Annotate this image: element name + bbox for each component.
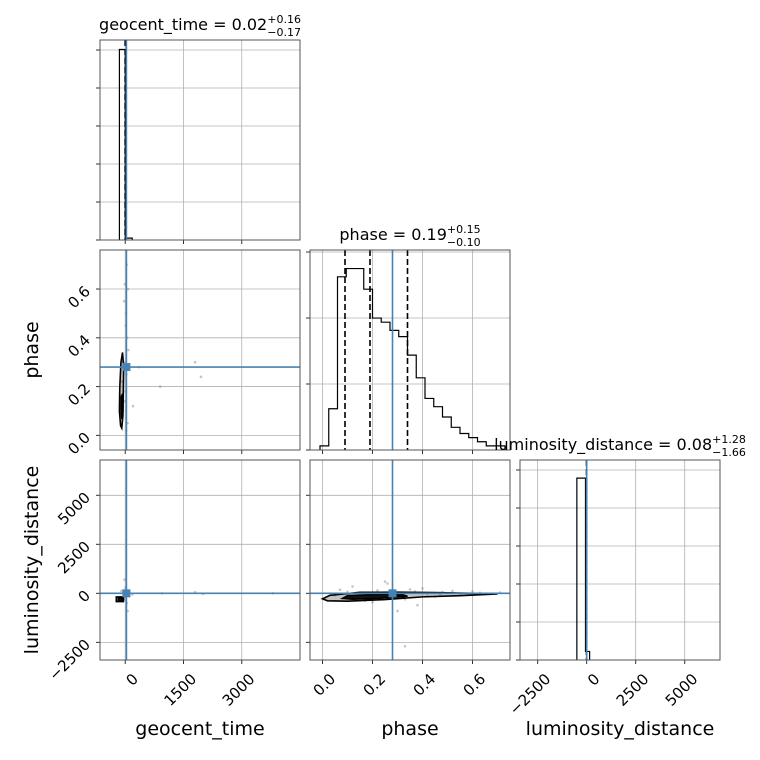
panel-title: phase = 0.19+0.15 −0.10: [339, 223, 480, 249]
x-tick-label: 0.2: [360, 670, 390, 700]
panel-scatter-luminosity_distance-vs-phase: 0.0 0.2 0.4 0.6 phase: [306, 459, 511, 740]
truth-marker: [122, 363, 131, 372]
x-tick-label: 3000: [219, 670, 259, 710]
sample-point: [158, 385, 162, 388]
sample-point: [376, 589, 379, 592]
plot-area: [310, 460, 510, 660]
plot-area: [520, 460, 720, 660]
sample-point: [346, 590, 349, 594]
y-tick-label: −2500: [45, 636, 94, 685]
truth-marker: [122, 589, 131, 598]
x-tick-label: 0.0: [310, 670, 340, 700]
y-tick-label: 0.0: [64, 429, 94, 459]
panel-scatter-phase-vs-geocent_time: 0.0 0.2 0.4 0.6 phase: [21, 249, 301, 459]
y-tick-label: 0: [75, 587, 94, 606]
title-plus: +0.16: [267, 13, 301, 26]
sample-point: [131, 404, 135, 408]
x-tick-label: 5000: [662, 670, 702, 710]
x-tick-label: 0.4: [410, 670, 440, 700]
panel-title: luminosity_distance = 0.08+1.28 −1.66: [494, 433, 746, 459]
sample-point: [396, 609, 399, 613]
panel-frame: [99, 459, 301, 661]
title-minus: −1.66: [712, 446, 746, 459]
panel-frame: [99, 39, 301, 241]
sample-point: [351, 585, 354, 588]
x-tick-label: 0.6: [460, 670, 490, 700]
sample-point: [421, 587, 424, 590]
plot-area: [100, 250, 300, 450]
x-axis-label: geocent_time: [135, 718, 264, 740]
truth-marker: [388, 589, 397, 598]
x-tick-label: 0: [584, 670, 603, 689]
sample-point: [199, 375, 203, 379]
sample-point: [122, 299, 126, 303]
x-tick-label: −2500: [506, 670, 555, 719]
sample-point: [408, 588, 412, 591]
panel-frame: [99, 249, 301, 451]
sample-point: [123, 578, 126, 581]
plot-area: [310, 250, 510, 450]
sample-point: [371, 600, 374, 604]
sample-point: [403, 644, 407, 648]
y-tick-label: 0.6: [64, 282, 94, 312]
panel-frame: [309, 459, 511, 661]
panel-scatter-luminosity_distance-vs-geocent_time: −2500 0 2500 5000 luminosity_distance 0 1500 30…: [21, 459, 301, 740]
y-tick-label: 5000: [54, 489, 94, 529]
sample-point: [338, 588, 342, 592]
sample-point: [120, 589, 123, 593]
sample-point: [383, 580, 387, 583]
sample-point: [127, 348, 130, 352]
sample-point: [386, 582, 389, 585]
y-tick-label: 2500: [54, 538, 94, 578]
plot-area: [100, 40, 300, 240]
title-minus: −0.10: [447, 236, 481, 249]
sample-point: [193, 360, 197, 364]
panel-hist-geocent_time: geocent_time = 0.02+0.16 −0.17: [96, 13, 301, 244]
density-contour: [117, 597, 123, 602]
y-tick-label: 0.4: [64, 331, 94, 361]
sample-point: [416, 603, 419, 607]
sample-point: [451, 589, 454, 593]
panel-frame: [519, 459, 721, 661]
title-plus: +1.28: [712, 433, 746, 446]
y-axis-label: luminosity_distance: [21, 466, 43, 655]
x-axis-label: luminosity_distance: [526, 718, 715, 740]
density-contour: [120, 393, 124, 420]
title-minus: −0.17: [267, 26, 301, 39]
x-tick-label: 2500: [613, 670, 653, 710]
sample-point: [123, 282, 127, 286]
sample-point: [471, 590, 474, 593]
panel-title: geocent_time = 0.02+0.16 −0.17: [99, 13, 301, 39]
y-axis-label: phase: [21, 321, 43, 378]
panel-hist-luminosity_distance: luminosity_distance = 0.08+1.28 −1.66 −250…: [494, 433, 746, 740]
title-param: luminosity_distance = 0.08: [494, 435, 712, 455]
panel-hist-phase: phase = 0.19+0.15 −0.10: [306, 223, 511, 454]
histogram-step: [576, 477, 591, 660]
x-tick-label: 1500: [161, 670, 201, 710]
x-axis-label: phase: [381, 718, 438, 740]
title-param: geocent_time = 0.02: [99, 15, 267, 35]
y-tick-label: 0.2: [64, 380, 94, 410]
sample-point: [126, 287, 130, 291]
x-tick-label: 0: [123, 670, 142, 689]
plot-area: [100, 460, 300, 660]
title-param: phase = 0.19: [339, 225, 446, 244]
title-plus: +0.15: [447, 223, 481, 236]
histogram-step: [319, 267, 506, 450]
panel-frame: [309, 249, 511, 451]
